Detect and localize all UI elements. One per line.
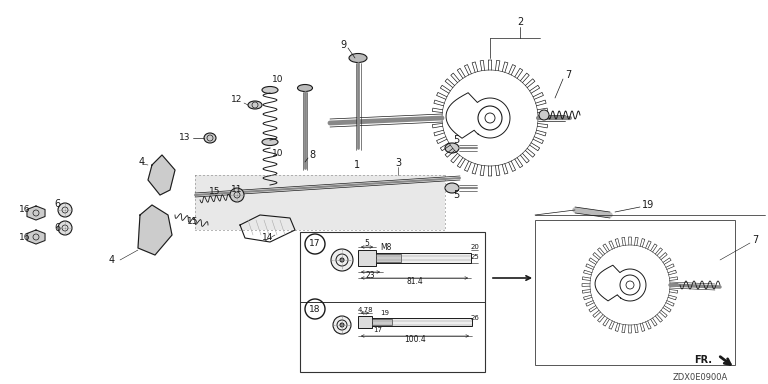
Bar: [300, 232, 485, 372]
Text: 13: 13: [179, 134, 190, 142]
Text: 11: 11: [231, 185, 243, 195]
Text: 7: 7: [565, 70, 571, 80]
Text: 4: 4: [109, 255, 115, 265]
Text: 5: 5: [453, 135, 459, 145]
Text: 25: 25: [471, 254, 479, 260]
Ellipse shape: [204, 133, 216, 143]
Ellipse shape: [349, 53, 367, 63]
Text: FR.: FR.: [694, 355, 712, 365]
Bar: [372, 319, 392, 325]
Ellipse shape: [445, 143, 459, 153]
Text: 1: 1: [354, 160, 360, 170]
Bar: [358, 250, 376, 266]
Text: 16: 16: [19, 205, 31, 215]
Bar: [376, 254, 401, 262]
Circle shape: [331, 249, 353, 271]
Text: 6: 6: [54, 199, 60, 209]
Text: 4: 4: [139, 157, 145, 167]
Text: 5: 5: [365, 238, 369, 248]
Bar: [372, 318, 472, 326]
Text: 15: 15: [187, 217, 199, 227]
Text: 17: 17: [373, 327, 382, 333]
Text: M8: M8: [380, 243, 392, 252]
Text: 4.78: 4.78: [357, 307, 372, 313]
Text: 26: 26: [471, 315, 479, 321]
Text: 6: 6: [54, 223, 60, 233]
Circle shape: [58, 203, 72, 217]
Text: 20: 20: [471, 244, 479, 250]
Text: 7: 7: [752, 235, 758, 245]
Text: 81.4: 81.4: [406, 278, 423, 286]
Bar: [358, 316, 372, 328]
Ellipse shape: [262, 86, 278, 93]
Bar: [376, 253, 471, 263]
Polygon shape: [148, 155, 175, 195]
Text: 16: 16: [19, 232, 31, 242]
Text: 8: 8: [309, 150, 315, 160]
Ellipse shape: [297, 84, 313, 91]
FancyArrowPatch shape: [578, 210, 607, 215]
Text: 17: 17: [310, 240, 321, 248]
Polygon shape: [27, 206, 45, 220]
Bar: [535, 220, 735, 365]
Ellipse shape: [248, 101, 262, 109]
Text: 3: 3: [395, 158, 401, 168]
Ellipse shape: [445, 183, 459, 193]
Text: 2: 2: [517, 17, 523, 27]
Text: 5: 5: [453, 190, 459, 200]
Circle shape: [333, 316, 351, 334]
Text: 12: 12: [231, 96, 243, 104]
Circle shape: [230, 188, 244, 202]
Text: 14: 14: [263, 233, 273, 243]
Circle shape: [58, 221, 72, 235]
Text: 10: 10: [272, 149, 283, 157]
Polygon shape: [27, 230, 45, 244]
Circle shape: [539, 110, 549, 120]
Text: ZDX0E0900A: ZDX0E0900A: [672, 374, 727, 382]
Text: 100.4: 100.4: [404, 336, 426, 344]
Ellipse shape: [263, 185, 277, 191]
Circle shape: [340, 323, 344, 327]
Text: 9: 9: [340, 40, 346, 50]
Text: 15: 15: [209, 187, 220, 197]
Text: 19: 19: [642, 200, 654, 210]
Text: 10: 10: [272, 76, 283, 84]
Text: 19: 19: [380, 310, 389, 316]
Ellipse shape: [262, 139, 278, 146]
Text: 18: 18: [310, 305, 321, 313]
Polygon shape: [138, 205, 172, 255]
Text: 23: 23: [366, 271, 375, 280]
Bar: [195, 175, 445, 230]
Circle shape: [340, 258, 344, 262]
